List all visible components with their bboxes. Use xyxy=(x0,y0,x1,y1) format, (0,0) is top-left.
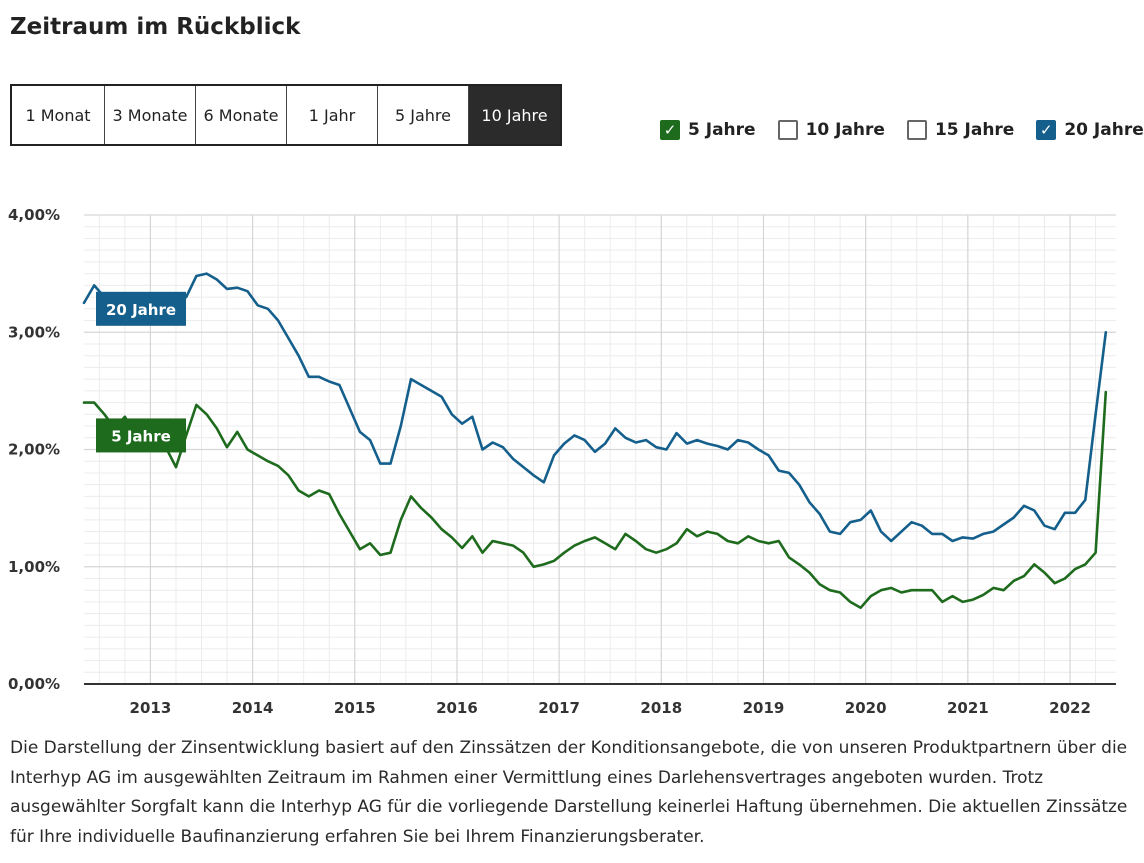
range-button-3-monate[interactable]: 3 Monate xyxy=(105,86,196,144)
legend-label: 10 Jahre xyxy=(805,120,885,140)
checkmark-icon: ✓ xyxy=(663,120,677,139)
x-tick-label: 2022 xyxy=(1049,699,1091,717)
x-tick-label: 2019 xyxy=(743,699,785,717)
checkbox-15-jahre[interactable] xyxy=(906,120,927,140)
x-tick-label: 2020 xyxy=(845,699,887,717)
legend-label: 5 Jahre xyxy=(688,120,756,140)
legend-item-20-jahre[interactable]: ✓ 20 Jahre xyxy=(1036,120,1144,140)
legend-label: 15 Jahre xyxy=(934,120,1015,140)
legend: ✓ 5 Jahre 10 Jahre 15 Jahre ✓ 20 Jahre xyxy=(660,120,1144,140)
series-tag xyxy=(96,418,186,453)
series-tag-label: 5 Jahre xyxy=(111,427,171,445)
range-button-1-monat[interactable]: 1 Monat xyxy=(12,86,105,144)
x-tick-label: 2016 xyxy=(436,699,478,717)
x-tick-label: 2014 xyxy=(232,699,274,717)
range-button-5-jahre[interactable]: 5 Jahre xyxy=(378,86,469,144)
legend-item-10-jahre[interactable]: 10 Jahre xyxy=(777,120,885,140)
page-title: Zeitraum im Rückblick xyxy=(10,14,301,40)
y-tick-label: 4,00% xyxy=(8,206,60,224)
x-tick-label: 2013 xyxy=(130,699,172,717)
x-tick-label: 2021 xyxy=(947,699,989,717)
y-tick-label: 2,00% xyxy=(8,441,60,459)
series-tag-label: 20 Jahre xyxy=(106,301,176,319)
checkbox-20-jahre[interactable]: ✓ xyxy=(1036,120,1057,140)
legend-item-5-jahre[interactable]: ✓ 5 Jahre xyxy=(660,120,756,140)
series-line-20-jahre xyxy=(82,272,1108,543)
y-tick-label: 1,00% xyxy=(8,558,60,576)
checkbox-5-jahre[interactable]: ✓ xyxy=(660,120,680,140)
range-button-10-jahre[interactable]: 10 Jahre xyxy=(469,86,560,144)
range-button-1-jahr[interactable]: 1 Jahr xyxy=(287,86,378,144)
interest-rate-chart: 4,00% 3,00% 2,00% 1,00% 0,00% 2013 2014 2015 201… xyxy=(8,206,1116,717)
footnote: Die Darstellung der Zinsentwicklung basi… xyxy=(10,738,1128,847)
checkbox-10-jahre[interactable] xyxy=(777,120,798,140)
range-button-6-monate[interactable]: 6 Monate xyxy=(196,86,287,144)
range-selector: 1 Monat 3 Monate 6 Monate 1 Jahr 5 Jahre… xyxy=(10,84,562,146)
legend-item-15-jahre[interactable]: 15 Jahre xyxy=(906,120,1015,140)
x-tick-label: 2018 xyxy=(640,699,682,717)
x-tick-label: 2015 xyxy=(334,699,376,717)
series-line-5-jahre xyxy=(82,390,1108,610)
series-tag xyxy=(96,291,186,326)
x-tick-label: 2017 xyxy=(538,699,580,717)
checkmark-icon: ✓ xyxy=(1040,120,1053,139)
legend-label: 20 Jahre xyxy=(1064,120,1144,140)
y-tick-label: 3,00% xyxy=(8,323,60,341)
y-tick-label: 0,00% xyxy=(8,675,60,693)
